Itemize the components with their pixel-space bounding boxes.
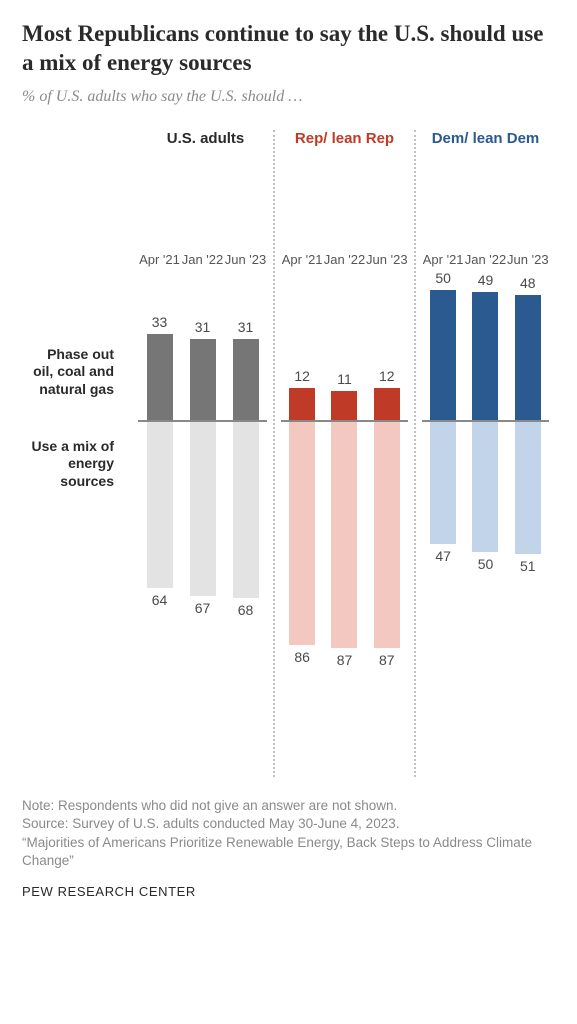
footer-source: Source: Survey of U.S. adults conducted … <box>22 815 555 833</box>
bar-value-label: 64 <box>140 592 180 608</box>
date-label: Jan '22 <box>181 252 224 268</box>
bar-value-label: 48 <box>508 275 548 291</box>
footer-attribution: PEW RESEARCH CENTER <box>22 884 555 899</box>
chart-area: Phase out oil, coal and natural gas Use … <box>22 130 555 778</box>
bar-bottom: 67 <box>190 422 216 596</box>
date-label: Jun '23 <box>507 252 549 268</box>
bar-top: 33 <box>147 334 173 420</box>
bar-top: 12 <box>374 388 400 419</box>
bar-top: 50 <box>430 290 456 420</box>
bar-bottom: 86 <box>289 422 315 646</box>
bar-bottom: 87 <box>331 422 357 648</box>
bar-value-label: 47 <box>423 548 463 564</box>
bar-bottom: 51 <box>515 422 541 555</box>
panel-dem: Dem/ lean Dem Apr '21 Jan '22 Jun '23 50… <box>414 130 555 778</box>
bar-value-label: 49 <box>465 272 505 288</box>
bar-bottom: 87 <box>374 422 400 648</box>
bar-top: 31 <box>190 339 216 420</box>
panel-header-dem: Dem/ lean Dem <box>422 130 549 174</box>
bar-value-label: 86 <box>282 649 322 665</box>
panel-header-adults: U.S. adults <box>138 130 267 174</box>
bars-rep: 121112868787 <box>281 277 408 777</box>
bar-bottom: 50 <box>472 422 498 552</box>
bar-bottom: 68 <box>233 422 259 599</box>
bar-value-label: 87 <box>367 652 407 668</box>
date-label: Apr '21 <box>281 252 323 268</box>
bar-value-label: 12 <box>282 368 322 384</box>
date-row-rep: Apr '21 Jan '22 Jun '23 <box>281 252 408 268</box>
date-row-dem: Apr '21 Jan '22 Jun '23 <box>422 252 549 268</box>
bar-value-label: 31 <box>183 319 223 335</box>
date-label: Jan '22 <box>323 252 365 268</box>
bar-value-label: 50 <box>423 270 463 286</box>
bars-dem: 504948475051 <box>422 277 549 777</box>
panel-adults: U.S. adults Apr '21 Jan '22 Jun '23 3331… <box>132 130 273 778</box>
row-label-mix: Use a mix of energy sources <box>24 438 124 491</box>
bar-value-label: 68 <box>226 602 266 618</box>
bar-top: 48 <box>515 295 541 420</box>
panel-header-rep: Rep/ lean Rep <box>281 130 408 174</box>
bar-value-label: 11 <box>324 371 364 387</box>
bar-value-label: 12 <box>367 368 407 384</box>
bar-value-label: 51 <box>508 558 548 574</box>
bars-adults: 333131646768 <box>138 277 267 777</box>
row-label-phase-out: Phase out oil, coal and natural gas <box>24 346 124 399</box>
bar-top: 49 <box>472 292 498 419</box>
chart-subtitle: % of U.S. adults who say the U.S. should… <box>22 88 555 106</box>
bar-value-label: 33 <box>140 314 180 330</box>
bar-bottom: 64 <box>147 422 173 588</box>
bar-top: 11 <box>331 391 357 420</box>
date-label: Apr '21 <box>422 252 464 268</box>
bar-bottom: 47 <box>430 422 456 544</box>
bar-top: 31 <box>233 339 259 420</box>
date-row-adults: Apr '21 Jan '22 Jun '23 <box>138 252 267 268</box>
date-label: Jun '23 <box>224 252 267 268</box>
footer-report: “Majorities of Americans Prioritize Rene… <box>22 834 555 870</box>
bar-top: 12 <box>289 388 315 419</box>
footer-note: Note: Respondents who did not give an an… <box>22 797 555 815</box>
bar-value-label: 67 <box>183 600 223 616</box>
bar-value-label: 31 <box>226 319 266 335</box>
panel-rep: Rep/ lean Rep Apr '21 Jan '22 Jun '23 12… <box>273 130 414 778</box>
bar-value-label: 50 <box>465 556 505 572</box>
date-label: Jan '22 <box>464 252 506 268</box>
row-labels-column: Phase out oil, coal and natural gas Use … <box>22 130 132 778</box>
date-label: Apr '21 <box>138 252 181 268</box>
date-label: Jun '23 <box>366 252 408 268</box>
chart-title: Most Republicans continue to say the U.S… <box>22 20 555 78</box>
bar-value-label: 87 <box>324 652 364 668</box>
